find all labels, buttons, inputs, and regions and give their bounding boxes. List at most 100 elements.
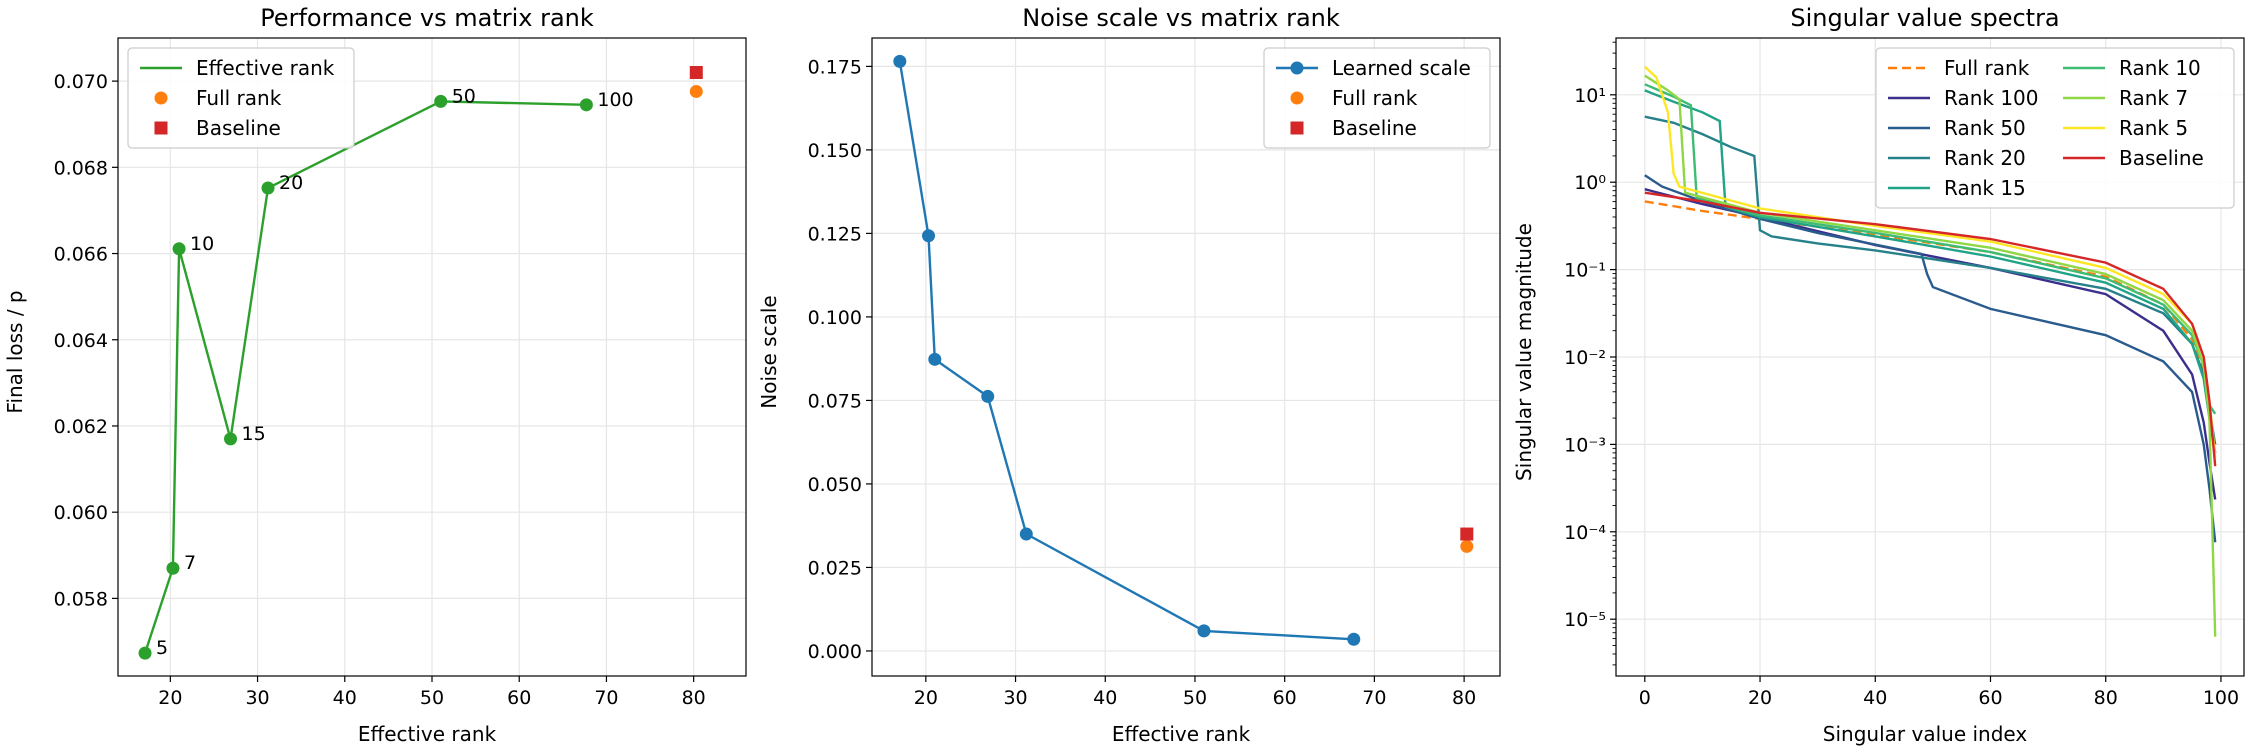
x-tick-label: 20 [158, 687, 182, 709]
y-tick-label: 0.070 [54, 71, 108, 93]
x-tick-label: 60 [1273, 687, 1297, 709]
x-tick-label: 30 [245, 687, 269, 709]
point-label: 10 [190, 233, 214, 255]
y-tick-label: 0.058 [54, 588, 108, 610]
legend-label: Full rank [196, 86, 282, 110]
x-tick-label: 40 [1093, 687, 1117, 709]
performance-panel: Performance vs matrix rank Effective ran… [3, 4, 747, 746]
x-axis-label: Singular value index [1823, 722, 2028, 746]
data-point [138, 646, 152, 660]
ticks: 0 20 40 60 80 100 10⁻⁵ 10⁻⁴ 10⁻³ 10⁻² 10⁻¹ 10⁰ 10¹ [1564, 41, 2239, 709]
series [1644, 191, 2217, 467]
y-tick-label: 0.060 [54, 502, 108, 524]
y-tick-label: 0.050 [808, 474, 862, 496]
legend-label: Baseline [196, 116, 281, 140]
legend-label: Rank 7 [2119, 86, 2188, 110]
data-point [1460, 539, 1474, 553]
legend-label: Full rank [1944, 56, 2030, 80]
series-layer [1643, 65, 2217, 637]
legend-entry: Rank 5 [2063, 116, 2188, 140]
x-tick-label: 30 [1003, 687, 1027, 709]
ticks: 20 30 40 50 60 70 80 0.000 0.025 0.050 0.075 0.100 0… [808, 56, 1477, 709]
y-axis-label: Singular value magnitude [1512, 223, 1536, 481]
y-tick-label: 0.000 [808, 641, 862, 663]
legend-entry: Baseline [1290, 116, 1417, 140]
y-tick-label: 0.062 [54, 416, 108, 438]
x-tick-label: 50 [420, 687, 444, 709]
panel-title: Singular value spectra [1790, 4, 2059, 32]
legend-label: Rank 100 [1944, 86, 2039, 110]
legend-entry: Rank 15 [1888, 176, 2026, 200]
data-point [261, 181, 275, 195]
x-tick-label: 40 [1863, 687, 1887, 709]
y-tick-label: 0.064 [54, 330, 108, 352]
legend-entry: Baseline [2063, 146, 2204, 170]
series [1644, 174, 2217, 543]
data-point [172, 242, 186, 256]
legend-box [1875, 47, 2235, 209]
plot-frame [117, 37, 747, 677]
point-label: 15 [242, 423, 266, 445]
x-tick-label: 70 [594, 687, 618, 709]
legend-swatch-marker [154, 91, 168, 105]
panel-title: Performance vs matrix rank [260, 4, 594, 32]
legend-label: Rank 50 [1944, 116, 2026, 140]
legend-box [1263, 47, 1491, 149]
series [1460, 539, 1474, 553]
legend-entry: Full rank [1888, 56, 2030, 80]
legend-entry: Rank 20 [1888, 146, 2026, 170]
legend-entry: Full rank [154, 86, 282, 110]
y-tick-label: 10¹ [1574, 85, 1606, 107]
legend: Learned scale Full rank Baseline [1263, 47, 1491, 149]
series: 5 7 10 15 20 50 100 [138, 85, 634, 660]
y-tick-label: 0.100 [808, 307, 862, 329]
x-tick-label: 80 [1452, 687, 1476, 709]
y-tick-label: 10⁻¹ [1564, 260, 1606, 282]
x-tick-label: 100 [2203, 687, 2239, 709]
data-point [224, 432, 238, 446]
legend-label: Rank 10 [2119, 56, 2201, 80]
legend-label: Full rank [1332, 86, 1418, 110]
legend-entry: Rank 7 [2063, 86, 2188, 110]
series-line [1644, 200, 2217, 454]
series [689, 84, 703, 98]
y-tick-label: 0.150 [808, 140, 862, 162]
legend-swatch-marker [1290, 61, 1304, 75]
series-line [1644, 191, 2217, 467]
series [689, 65, 703, 79]
plot-frame [1615, 37, 2245, 677]
y-tick-label: 10⁻⁴ [1564, 522, 1606, 544]
legend-label: Learned scale [1332, 56, 1471, 80]
y-tick-label: 10⁻³ [1564, 434, 1606, 456]
data-point [1460, 527, 1474, 541]
series-line [1644, 174, 2217, 543]
legend-swatch-marker [1290, 121, 1304, 135]
point-label: 7 [184, 552, 196, 574]
y-axis-label: Noise scale [757, 295, 781, 408]
plot-frame [871, 37, 1501, 677]
legend-entry: Rank 50 [1888, 116, 2026, 140]
x-tick-label: 70 [1362, 687, 1386, 709]
legend-label: Baseline [2119, 146, 2204, 170]
data-point [1347, 632, 1361, 646]
legend-label: Rank 5 [2119, 116, 2188, 140]
series [1644, 89, 2217, 454]
legend-entry: Learned scale [1276, 56, 1471, 80]
data-point [434, 94, 448, 108]
y-axis-label: Final loss / p [3, 290, 27, 413]
data-point [893, 54, 907, 68]
y-tick-label: 0.025 [808, 557, 862, 579]
y-tick-label: 0.175 [808, 56, 862, 78]
series-line [1644, 89, 2217, 454]
legend-entry: Rank 100 [1888, 86, 2039, 110]
x-axis-label: Effective rank [358, 722, 497, 746]
legend-entry: Rank 10 [2063, 56, 2201, 80]
legend-entry: Full rank [1290, 86, 1418, 110]
x-tick-label: 20 [914, 687, 938, 709]
data-point [166, 561, 180, 575]
spectra-panel: Singular value spectra Singular value in… [1512, 4, 2245, 746]
point-label: 5 [156, 637, 168, 659]
y-tick-label: 10⁻² [1564, 347, 1606, 369]
x-tick-label: 50 [1183, 687, 1207, 709]
